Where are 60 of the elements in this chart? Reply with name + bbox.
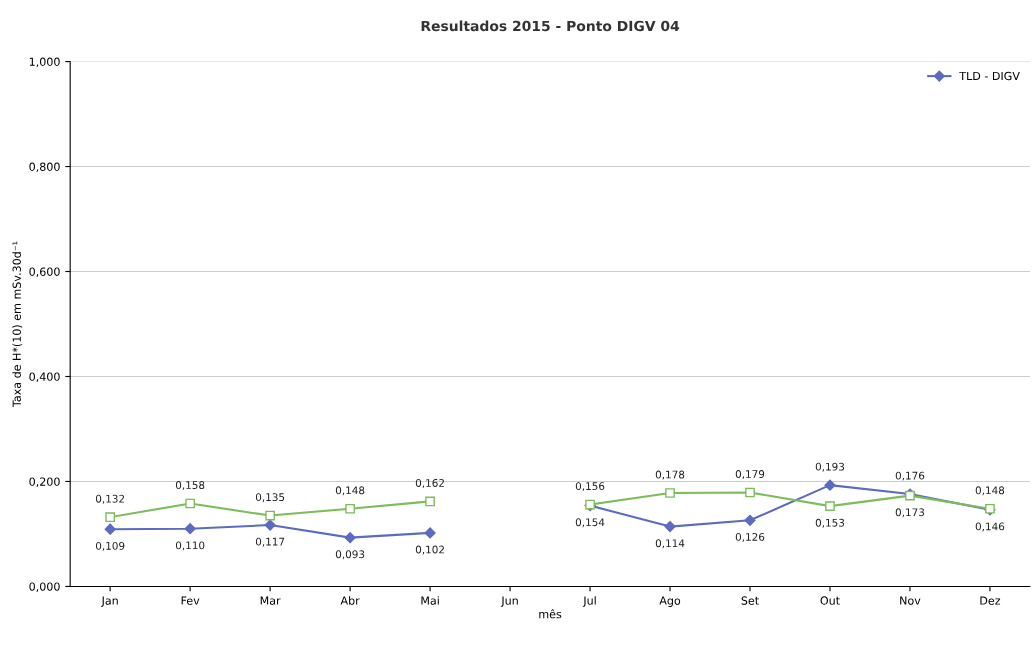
data-label: 0,093 xyxy=(335,550,365,560)
point xyxy=(104,523,116,535)
data-label: 0,110 xyxy=(175,541,205,551)
x-axis-title: mês xyxy=(539,609,562,619)
point xyxy=(664,520,676,533)
data-label: 0,154 xyxy=(575,518,605,528)
data-label: 0,114 xyxy=(655,539,685,549)
data-label: 0,173 xyxy=(895,508,925,518)
x-tick-label: Jan xyxy=(101,596,118,607)
data-label: 0,102 xyxy=(415,545,444,555)
legend-label: TLD - DIGV xyxy=(959,71,1020,81)
x-tick-label: Dez xyxy=(980,596,1001,605)
y-tick-label: 0,600 xyxy=(29,267,60,278)
data-label: 0,162 xyxy=(415,479,444,488)
x-tick-label: Out xyxy=(820,596,840,605)
point xyxy=(105,512,116,523)
point xyxy=(744,514,756,526)
data-label: 0,148 xyxy=(335,486,365,496)
point xyxy=(424,527,436,539)
y-tick-label: 0,000 xyxy=(29,582,60,592)
point xyxy=(665,488,675,498)
data-label: 0,153 xyxy=(815,518,845,528)
point xyxy=(824,479,836,491)
x-tick-label: Fev xyxy=(181,596,200,605)
chart-title: Resultados 2015 - Ponto DIGV 04 xyxy=(421,20,680,32)
x-tick-label: Set xyxy=(741,596,759,605)
data-label: 0,148 xyxy=(975,486,1005,496)
data-label: 0,176 xyxy=(895,471,925,481)
point xyxy=(265,510,275,521)
data-label: 0,135 xyxy=(255,493,285,503)
data-label: 0,156 xyxy=(575,482,605,492)
x-tick-label: Ago xyxy=(659,596,681,607)
data-label: 0,179 xyxy=(735,470,765,480)
x-tick-label: Mai xyxy=(421,596,439,605)
data-label: 0,158 xyxy=(175,481,205,491)
point xyxy=(745,487,755,498)
x-tick-label: Jun xyxy=(500,596,518,607)
data-label: 0,126 xyxy=(735,532,765,542)
data-label: 0,193 xyxy=(815,462,845,472)
y-tick-label: 0,800 xyxy=(29,162,60,173)
point xyxy=(184,523,196,535)
data-label: 0,109 xyxy=(95,541,125,551)
point xyxy=(185,498,196,509)
y-axis-title: Taxa de H*(10) em mSv.30d⁻¹ xyxy=(12,241,23,408)
point xyxy=(345,503,355,514)
data-label: 0,178 xyxy=(655,470,685,480)
data-label: 0,117 xyxy=(255,537,285,547)
y-tick-label: 0,200 xyxy=(29,477,60,487)
point xyxy=(425,496,435,507)
x-tick-label: Nov xyxy=(900,596,921,605)
x-tick-label: Jul xyxy=(582,596,596,607)
y-tick-label: 0,400 xyxy=(29,372,60,382)
point xyxy=(264,519,276,531)
point xyxy=(825,501,835,511)
data-label: 0,132 xyxy=(95,494,125,504)
point xyxy=(344,532,356,544)
y-tick-label: 1,000 xyxy=(29,57,60,68)
x-tick-label: Mar xyxy=(260,596,281,605)
x-tick-label: Abr xyxy=(340,596,360,605)
data-label: 0,146 xyxy=(975,522,1005,532)
